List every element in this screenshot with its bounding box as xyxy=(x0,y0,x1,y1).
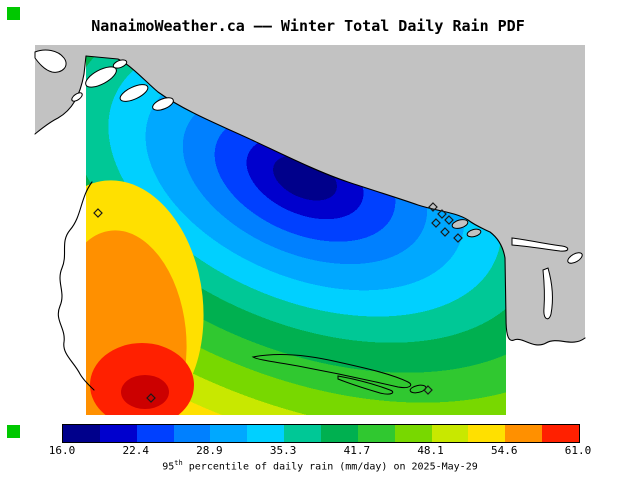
colorbar-segment xyxy=(173,425,211,442)
island-outline xyxy=(85,66,117,88)
inlet xyxy=(542,267,553,320)
station-marker-icon xyxy=(428,202,438,212)
colorbar-segment xyxy=(431,425,469,442)
colorbar-segment xyxy=(99,425,137,442)
station-marker-icon xyxy=(437,209,447,219)
island-outline xyxy=(119,84,149,102)
colorbar-tick-label: 28.9 xyxy=(196,444,223,457)
island-outline xyxy=(71,92,83,102)
contour-overlay-red-core xyxy=(121,375,169,409)
island-outline xyxy=(337,375,394,395)
station-marker-icon xyxy=(440,227,450,237)
caption-sup: th xyxy=(174,459,183,467)
caption-rest: percentile of daily rain (mm/day) on 202… xyxy=(182,461,478,473)
inlet xyxy=(567,252,583,264)
island-outline xyxy=(466,228,482,238)
colorbar-caption: 95th percentile of daily rain (mm/day) o… xyxy=(0,459,640,472)
island-group-upper-left xyxy=(34,49,174,111)
colorbar-segment xyxy=(505,425,543,442)
colorbar-tick-label: 48.1 xyxy=(417,444,444,457)
coastline-mainland xyxy=(85,55,586,346)
colorbar-segment xyxy=(321,425,358,442)
colorbar-segment xyxy=(136,425,174,442)
island-outline xyxy=(34,49,67,73)
colorbar-segment xyxy=(210,425,248,442)
plot-corner-marker-bottom-left xyxy=(7,425,20,438)
coastline-upper-left xyxy=(34,55,87,135)
caption-base: 95 xyxy=(162,461,175,473)
station-marker-icon xyxy=(93,208,103,218)
station-marker-icon xyxy=(431,218,441,228)
colorbar-segment xyxy=(247,425,285,442)
land-mass xyxy=(35,45,585,345)
colorbar-tick-label: 54.6 xyxy=(491,444,518,457)
inlet-group-right xyxy=(511,237,583,320)
colorbar-tick-label: 61.0 xyxy=(564,444,592,457)
colorbar-segment xyxy=(284,425,322,442)
station-marker-icon xyxy=(453,233,463,243)
island-outline xyxy=(152,97,174,111)
colorbar xyxy=(62,424,580,443)
station-marker-icon xyxy=(444,215,454,225)
colorbar-segment xyxy=(542,425,580,442)
coastline-west-coast xyxy=(57,181,95,391)
island-outline xyxy=(112,59,128,69)
island-outline xyxy=(451,219,469,229)
colorbar-segment xyxy=(394,425,432,442)
page-title: NanaimoWeather.ca —— Winter Total Daily … xyxy=(91,17,525,35)
station-markers xyxy=(93,202,463,403)
inlet xyxy=(511,237,569,252)
colorbar-segment xyxy=(63,425,100,442)
station-marker-icon xyxy=(423,385,433,395)
colorbar-segment xyxy=(468,425,506,442)
colorbar-tick-label: 41.7 xyxy=(343,444,371,457)
plot-corner-marker-top-left xyxy=(7,7,20,20)
island-outline xyxy=(251,354,412,388)
colorbar-tick-label: 35.3 xyxy=(269,444,297,457)
colorbar-tick-label: 22.4 xyxy=(122,444,149,457)
colorbar-ticks: 16.0 22.4 28.9 35.3 41.7 48.1 54.6 61.0 xyxy=(0,444,640,457)
colorbar-segment xyxy=(357,425,395,442)
station-marker-icon xyxy=(146,393,156,403)
colorbar-tick-label: 16.0 xyxy=(48,444,76,457)
